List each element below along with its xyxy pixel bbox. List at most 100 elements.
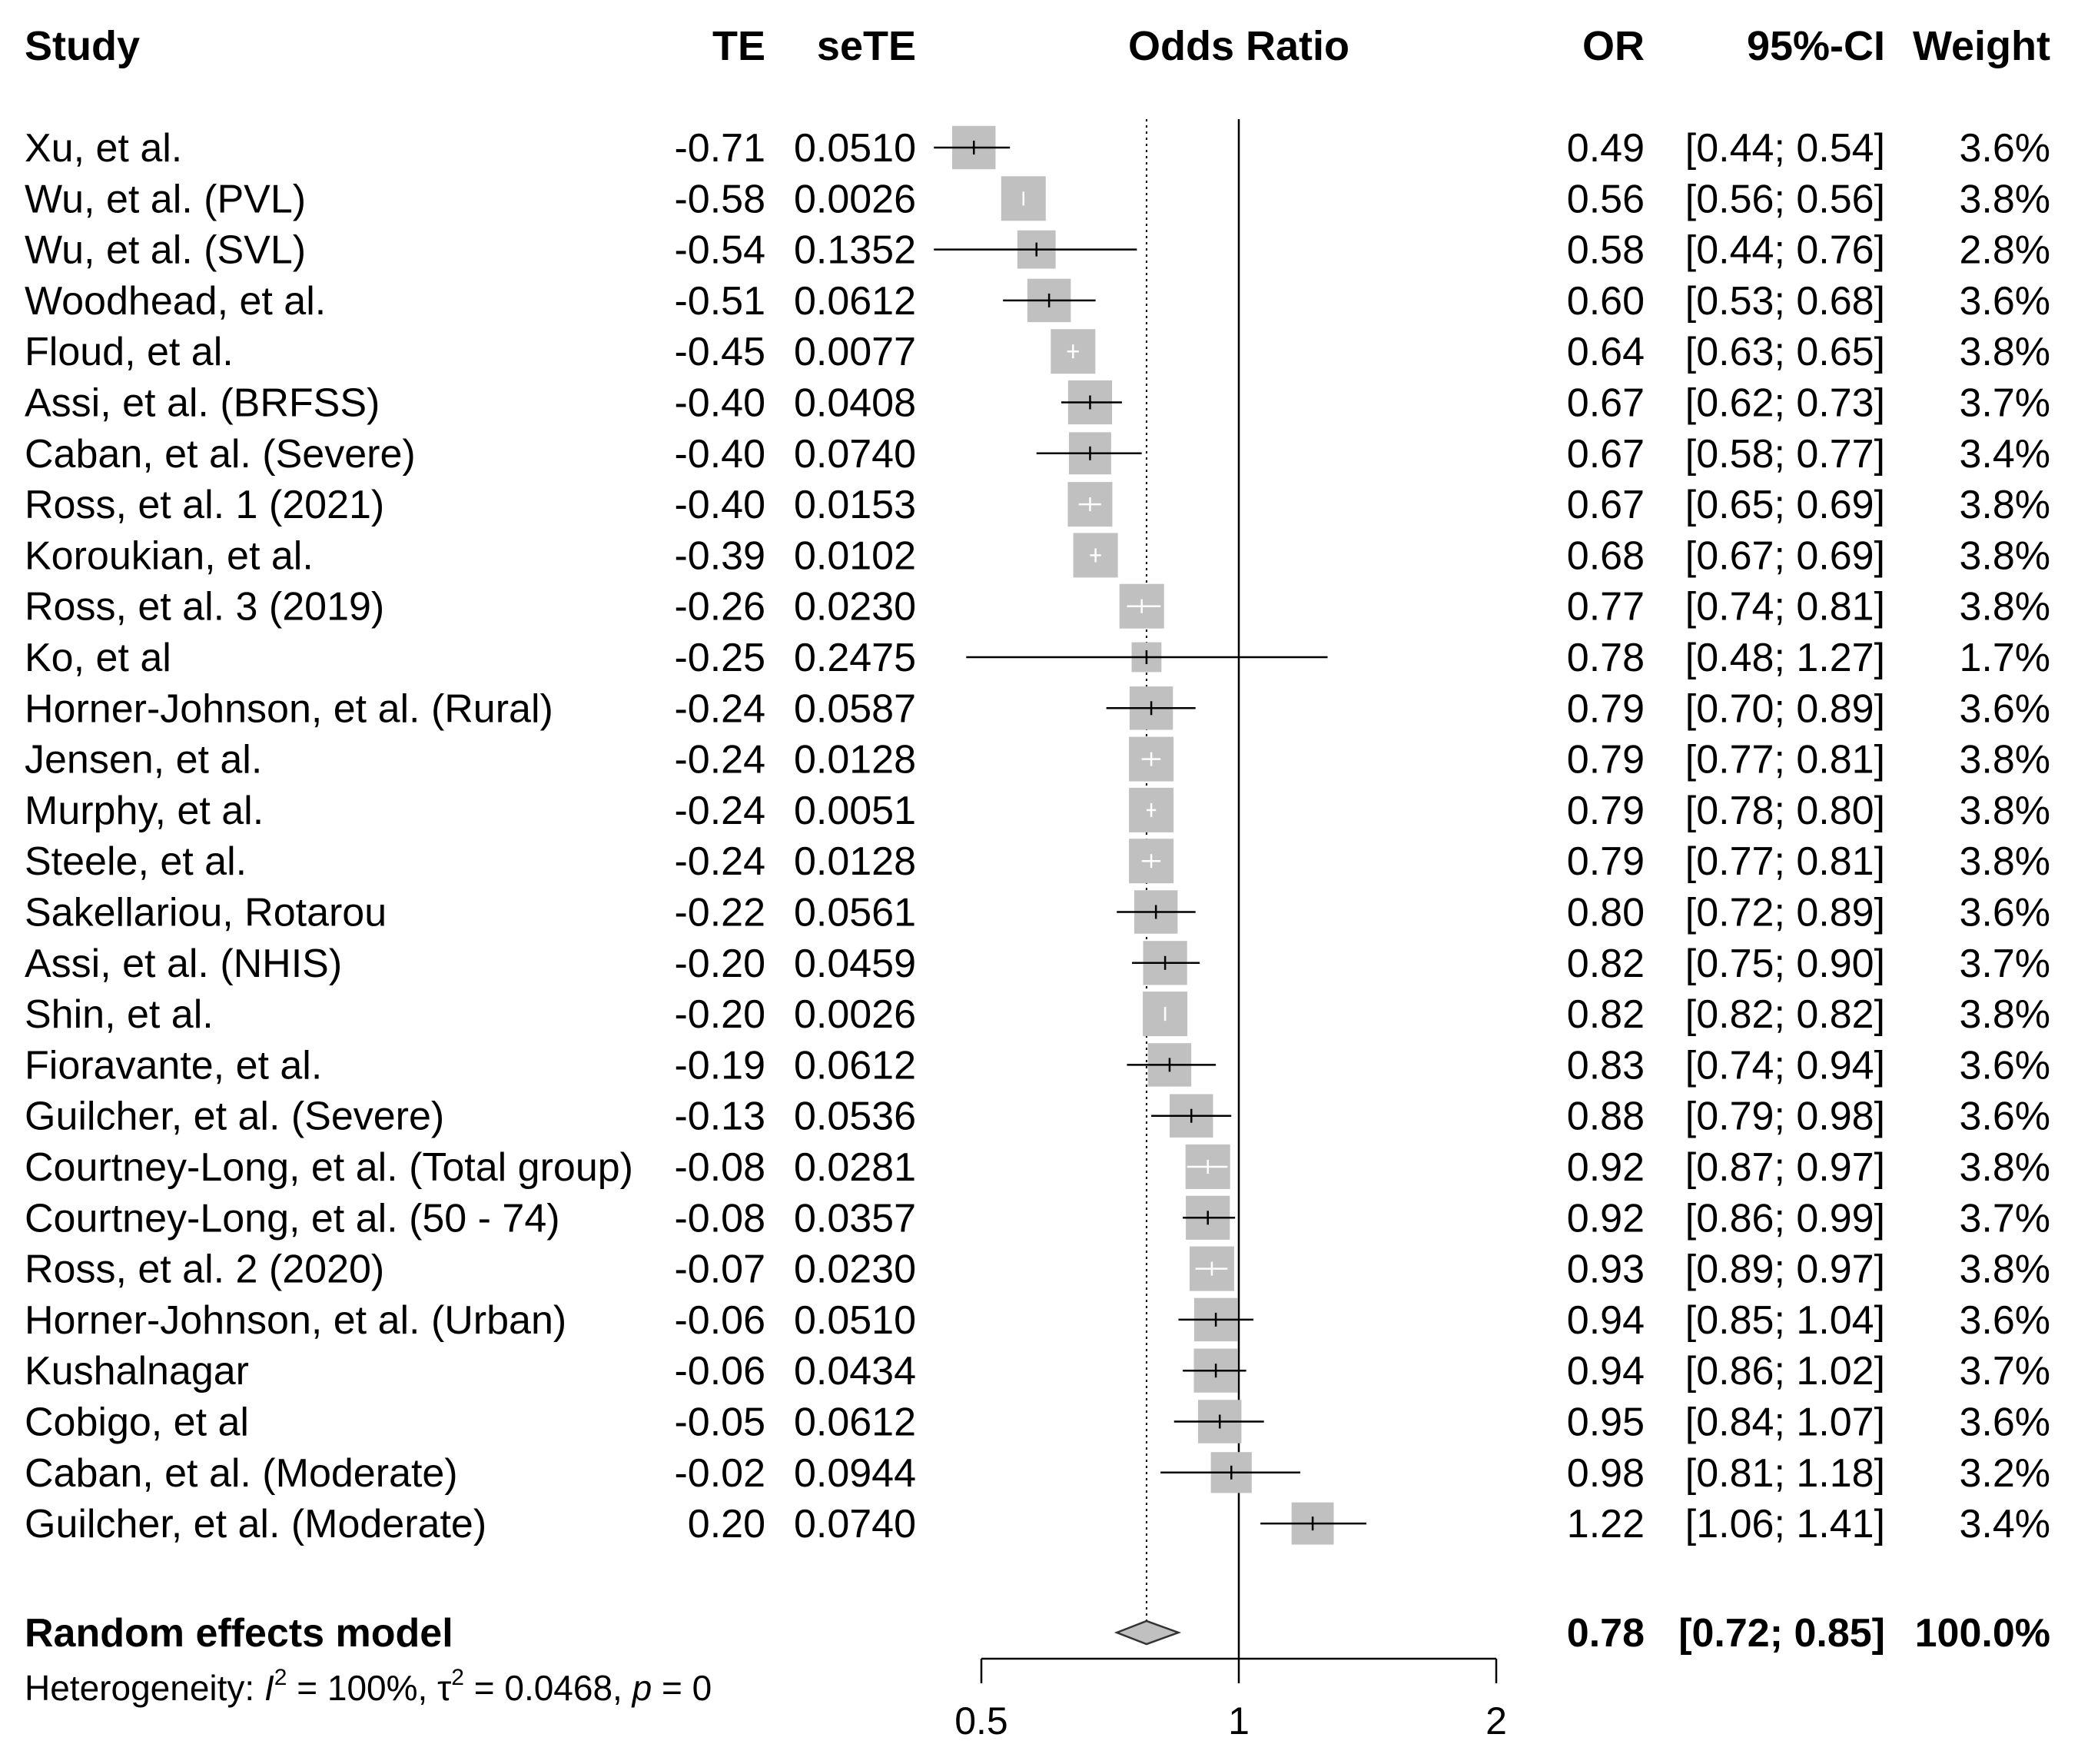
study-ci: [0.77; 0.81] — [1685, 738, 1885, 782]
header-weight: Weight — [1913, 23, 2050, 69]
study-or: 0.82 — [1567, 942, 1645, 986]
study-weight: 3.8% — [1959, 330, 2050, 374]
pooled-ci: [0.72; 0.85] — [1678, 1611, 1885, 1656]
study-or: 0.68 — [1567, 533, 1645, 578]
study-name: Woodhead, et al. — [25, 279, 326, 324]
study-name: Steele, et al. — [25, 839, 247, 884]
study-sete: 0.0561 — [794, 891, 916, 935]
study-weight: 3.6% — [1959, 1043, 2050, 1088]
study-sete: 0.0510 — [794, 1298, 916, 1343]
study-ci: [0.85; 1.04] — [1685, 1298, 1885, 1343]
study-ci: [0.87; 0.97] — [1685, 1145, 1885, 1190]
study-weight: 3.6% — [1959, 1095, 2050, 1139]
study-te: 0.20 — [688, 1502, 765, 1546]
study-name: Cobigo, et al — [25, 1400, 249, 1445]
study-name: Xu, et al. — [25, 126, 182, 171]
study-weight: 2.8% — [1959, 228, 2050, 273]
study-sete: 0.0944 — [794, 1451, 916, 1496]
study-or: 0.93 — [1567, 1247, 1645, 1292]
study-or: 1.22 — [1567, 1502, 1645, 1546]
study-ci: [0.86; 1.02] — [1685, 1349, 1885, 1394]
study-sete: 0.0587 — [794, 686, 916, 731]
study-weight: 1.7% — [1959, 636, 2050, 680]
study-ci: [0.58; 0.77] — [1685, 432, 1885, 477]
study-te: -0.39 — [674, 533, 765, 578]
study-sete: 0.0740 — [794, 432, 916, 477]
study-te: -0.19 — [674, 1043, 765, 1088]
study-sete: 0.0740 — [794, 1502, 916, 1546]
study-ci: [0.62; 0.73] — [1685, 381, 1885, 426]
study-or: 0.94 — [1567, 1349, 1645, 1394]
study-or: 0.80 — [1567, 891, 1645, 935]
study-te: -0.06 — [674, 1298, 765, 1343]
study-sete: 0.0510 — [794, 126, 916, 171]
study-ci: [0.67; 0.69] — [1685, 533, 1885, 578]
study-sete: 0.1352 — [794, 228, 916, 273]
study-sete: 0.0612 — [794, 1043, 916, 1088]
x-axis-tick-label: 0.5 — [954, 1699, 1008, 1742]
study-or: 0.94 — [1567, 1298, 1645, 1343]
study-te: -0.02 — [674, 1451, 765, 1496]
study-te: -0.24 — [674, 738, 765, 782]
study-sete: 0.0102 — [794, 533, 916, 578]
header-ci: 95%-CI — [1747, 23, 1885, 69]
study-or: 0.79 — [1567, 789, 1645, 833]
study-or: 0.58 — [1567, 228, 1645, 273]
study-sete: 0.0128 — [794, 839, 916, 884]
study-te: -0.40 — [674, 432, 765, 477]
study-te: -0.24 — [674, 839, 765, 884]
study-name: Jensen, et al. — [25, 738, 262, 782]
study-sete: 0.0536 — [794, 1095, 916, 1139]
study-sete: 0.2475 — [794, 636, 916, 680]
study-or: 0.82 — [1567, 992, 1645, 1037]
study-weight: 3.6% — [1959, 1298, 2050, 1343]
study-weight: 3.7% — [1959, 1196, 2050, 1241]
study-te: -0.08 — [674, 1196, 765, 1241]
study-name: Ross, et al. 1 (2021) — [25, 483, 384, 527]
study-name: Sakellariou, Rotarou — [25, 891, 387, 935]
study-weight: 3.8% — [1959, 1145, 2050, 1190]
study-or: 0.67 — [1567, 381, 1645, 426]
study-name: Horner-Johnson, et al. (Rural) — [25, 686, 553, 731]
study-sete: 0.0026 — [794, 992, 916, 1037]
study-te: -0.54 — [674, 228, 765, 273]
study-name: Courtney-Long, et al. (Total group) — [25, 1145, 633, 1190]
study-weight: 3.8% — [1959, 177, 2050, 221]
study-or: 0.64 — [1567, 330, 1645, 374]
study-or: 0.79 — [1567, 839, 1645, 884]
study-or: 0.88 — [1567, 1095, 1645, 1139]
study-ci: [0.82; 0.82] — [1685, 992, 1885, 1037]
study-name: Assi, et al. (NHIS) — [25, 942, 342, 986]
study-te: -0.40 — [674, 483, 765, 527]
header-or: OR — [1582, 23, 1645, 69]
study-name: Wu, et al. (PVL) — [25, 177, 306, 221]
study-weight: 3.7% — [1959, 1349, 2050, 1394]
study-ci: [0.89; 0.97] — [1685, 1247, 1885, 1292]
study-te: -0.71 — [674, 126, 765, 171]
header-plot-title: Odds Ratio — [1128, 23, 1349, 69]
study-ci: [0.70; 0.89] — [1685, 686, 1885, 731]
heterogeneity-stats: Heterogeneity: I2 = 100%, τ2 = 0.0468, p… — [25, 1665, 712, 1708]
study-name: Floud, et al. — [25, 330, 234, 374]
study-te: -0.07 — [674, 1247, 765, 1292]
study-sete: 0.0230 — [794, 1247, 916, 1292]
study-weight: 3.6% — [1959, 126, 2050, 171]
study-sete: 0.0077 — [794, 330, 916, 374]
study-weight: 3.6% — [1959, 891, 2050, 935]
study-name: Shin, et al. — [25, 992, 214, 1037]
study-te: -0.58 — [674, 177, 765, 221]
study-te: -0.05 — [674, 1400, 765, 1445]
study-ci: [0.79; 0.98] — [1685, 1095, 1885, 1139]
study-weight: 3.8% — [1959, 992, 2050, 1037]
study-sete: 0.0153 — [794, 483, 916, 527]
study-weight: 3.8% — [1959, 738, 2050, 782]
study-te: -0.08 — [674, 1145, 765, 1190]
study-ci: [0.44; 0.76] — [1685, 228, 1885, 273]
study-ci: [0.75; 0.90] — [1685, 942, 1885, 986]
pooled-label: Random effects model — [25, 1611, 453, 1656]
study-or: 0.60 — [1567, 279, 1645, 324]
study-weight: 3.8% — [1959, 789, 2050, 833]
study-name: Assi, et al. (BRFSS) — [25, 381, 380, 426]
study-te: -0.25 — [674, 636, 765, 680]
